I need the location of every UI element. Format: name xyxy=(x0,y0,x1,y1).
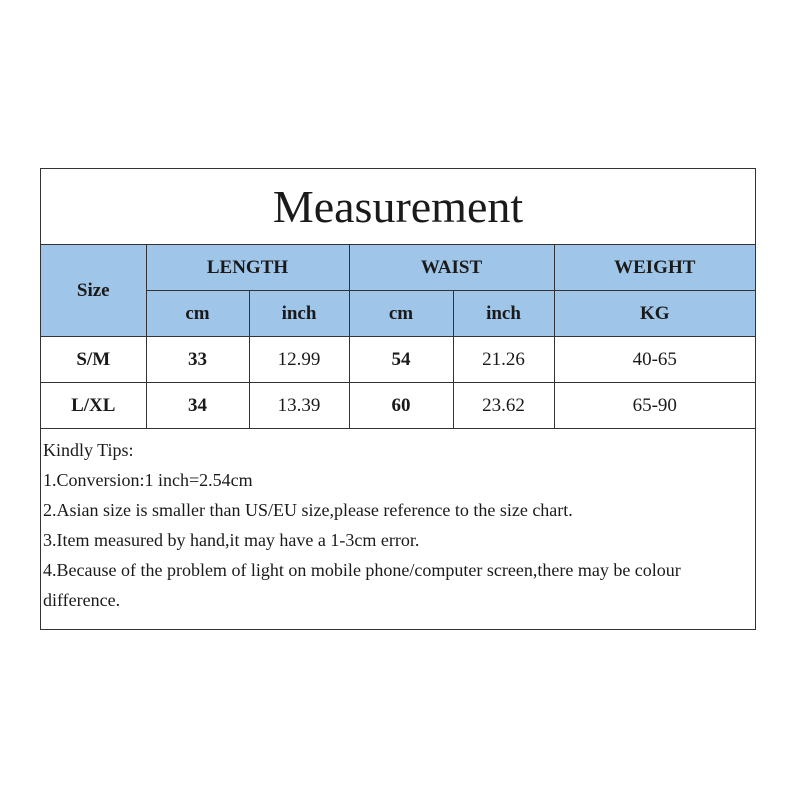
subheader-row: cm inch cm inch KG xyxy=(41,290,755,337)
cell-weight: 40-65 xyxy=(553,336,755,383)
header-waist: WAIST xyxy=(348,245,555,291)
header-length: LENGTH xyxy=(145,245,350,291)
cell-length-inch: 13.39 xyxy=(248,382,350,429)
cell-size: S/M xyxy=(41,336,147,383)
table-row: L/XL 34 13.39 60 23.62 65-90 xyxy=(41,382,755,429)
header-weight-kg: KG xyxy=(553,290,755,337)
tip-item: 4.Because of the problem of light on mob… xyxy=(43,560,681,610)
header-waist-inch: inch xyxy=(452,290,555,337)
header-length-inch: inch xyxy=(248,290,350,337)
cell-waist-cm: 60 xyxy=(348,382,454,429)
size-chart: Measurement Size LENGTH WAIST WEIGHT cm … xyxy=(40,168,756,630)
tip-item: 3.Item measured by hand,it may have a 1-… xyxy=(43,530,420,550)
header-row: Size LENGTH WAIST WEIGHT xyxy=(41,245,755,337)
table-row: S/M 33 12.99 54 21.26 40-65 xyxy=(41,336,755,383)
cell-waist-inch: 23.62 xyxy=(452,382,555,429)
tips: Kindly Tips: 1.Conversion:1 inch=2.54cm … xyxy=(41,429,755,621)
header-waist-cm: cm xyxy=(348,290,454,337)
cell-waist-cm: 54 xyxy=(348,336,454,383)
tips-heading: Kindly Tips: xyxy=(43,440,134,460)
cell-length-inch: 12.99 xyxy=(248,336,350,383)
header-weight: WEIGHT xyxy=(553,245,755,291)
tip-item: 1.Conversion:1 inch=2.54cm xyxy=(43,470,253,490)
tip-item: 2.Asian size is smaller than US/EU size,… xyxy=(43,500,573,520)
cell-size: L/XL xyxy=(41,382,147,429)
cell-length-cm: 33 xyxy=(145,336,250,383)
header-size: Size xyxy=(41,245,147,337)
size-table: Size LENGTH WAIST WEIGHT cm inch cm inch… xyxy=(41,245,755,429)
cell-weight: 65-90 xyxy=(553,382,755,429)
chart-title: Measurement xyxy=(41,169,755,245)
cell-length-cm: 34 xyxy=(145,382,250,429)
cell-waist-inch: 21.26 xyxy=(452,336,555,383)
header-length-cm: cm xyxy=(146,290,250,337)
